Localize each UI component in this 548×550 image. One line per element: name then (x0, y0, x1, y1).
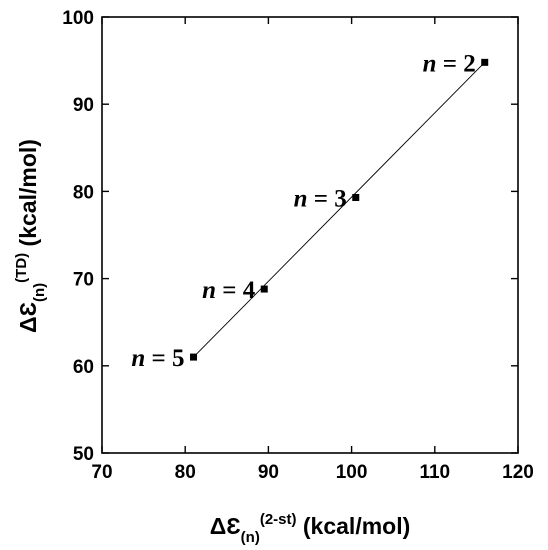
y-tick-label: 90 (73, 95, 94, 116)
point-annotation: n = 5 (131, 345, 184, 372)
x-axis-title-main: ΔƐ (210, 513, 241, 539)
point-annotation: n = 3 (294, 186, 347, 213)
y-tick-label: 60 (73, 357, 94, 378)
y-axis-title-unit: (kcal/mol) (15, 139, 41, 253)
data-point (190, 353, 198, 361)
point-annotation: n = 4 (202, 277, 256, 304)
annotation-variable: n (294, 186, 308, 213)
x-tick-label: 90 (258, 462, 279, 483)
x-axis-title-sup: (2-st) (260, 511, 297, 528)
y-tick-label: 80 (73, 182, 94, 203)
annotation-variable: n (423, 50, 437, 77)
y-axis-title-sub: (n) (31, 283, 48, 302)
annotation-value: = 5 (145, 345, 184, 372)
data-point (260, 285, 268, 293)
y-tick-label: 50 (73, 444, 94, 465)
y-axis-title: ΔƐ(n)(TD) (kcal/mol) (13, 139, 48, 333)
x-tick-label: 100 (336, 462, 368, 483)
data-point (481, 58, 489, 66)
annotation-value: = 4 (216, 277, 256, 304)
x-tick-label: 110 (419, 462, 450, 483)
annotation-variable: n (202, 277, 216, 304)
annotation-value: = 3 (308, 186, 347, 213)
plot-frame (101, 16, 519, 454)
x-axis-title-sub: (n) (241, 529, 260, 546)
x-tick-label: 80 (175, 462, 196, 483)
x-axis-title-unit: (kcal/mol) (297, 513, 411, 539)
y-axis-title-main: ΔƐ (15, 302, 41, 333)
y-tick-label: 100 (62, 8, 94, 29)
annotation-variable: n (131, 345, 145, 372)
data-point (352, 194, 360, 202)
y-axis-title-sup: (TD) (13, 253, 30, 283)
x-tick-label: 120 (502, 462, 534, 483)
x-tick-label: 70 (91, 462, 112, 483)
fit-line (193, 62, 486, 358)
x-axis-title: ΔƐ(n)(2-st) (kcal/mol) (210, 511, 411, 546)
y-tick-label: 70 (73, 270, 94, 291)
point-annotation: n = 2 (423, 50, 476, 77)
annotation-value: = 2 (436, 50, 475, 77)
